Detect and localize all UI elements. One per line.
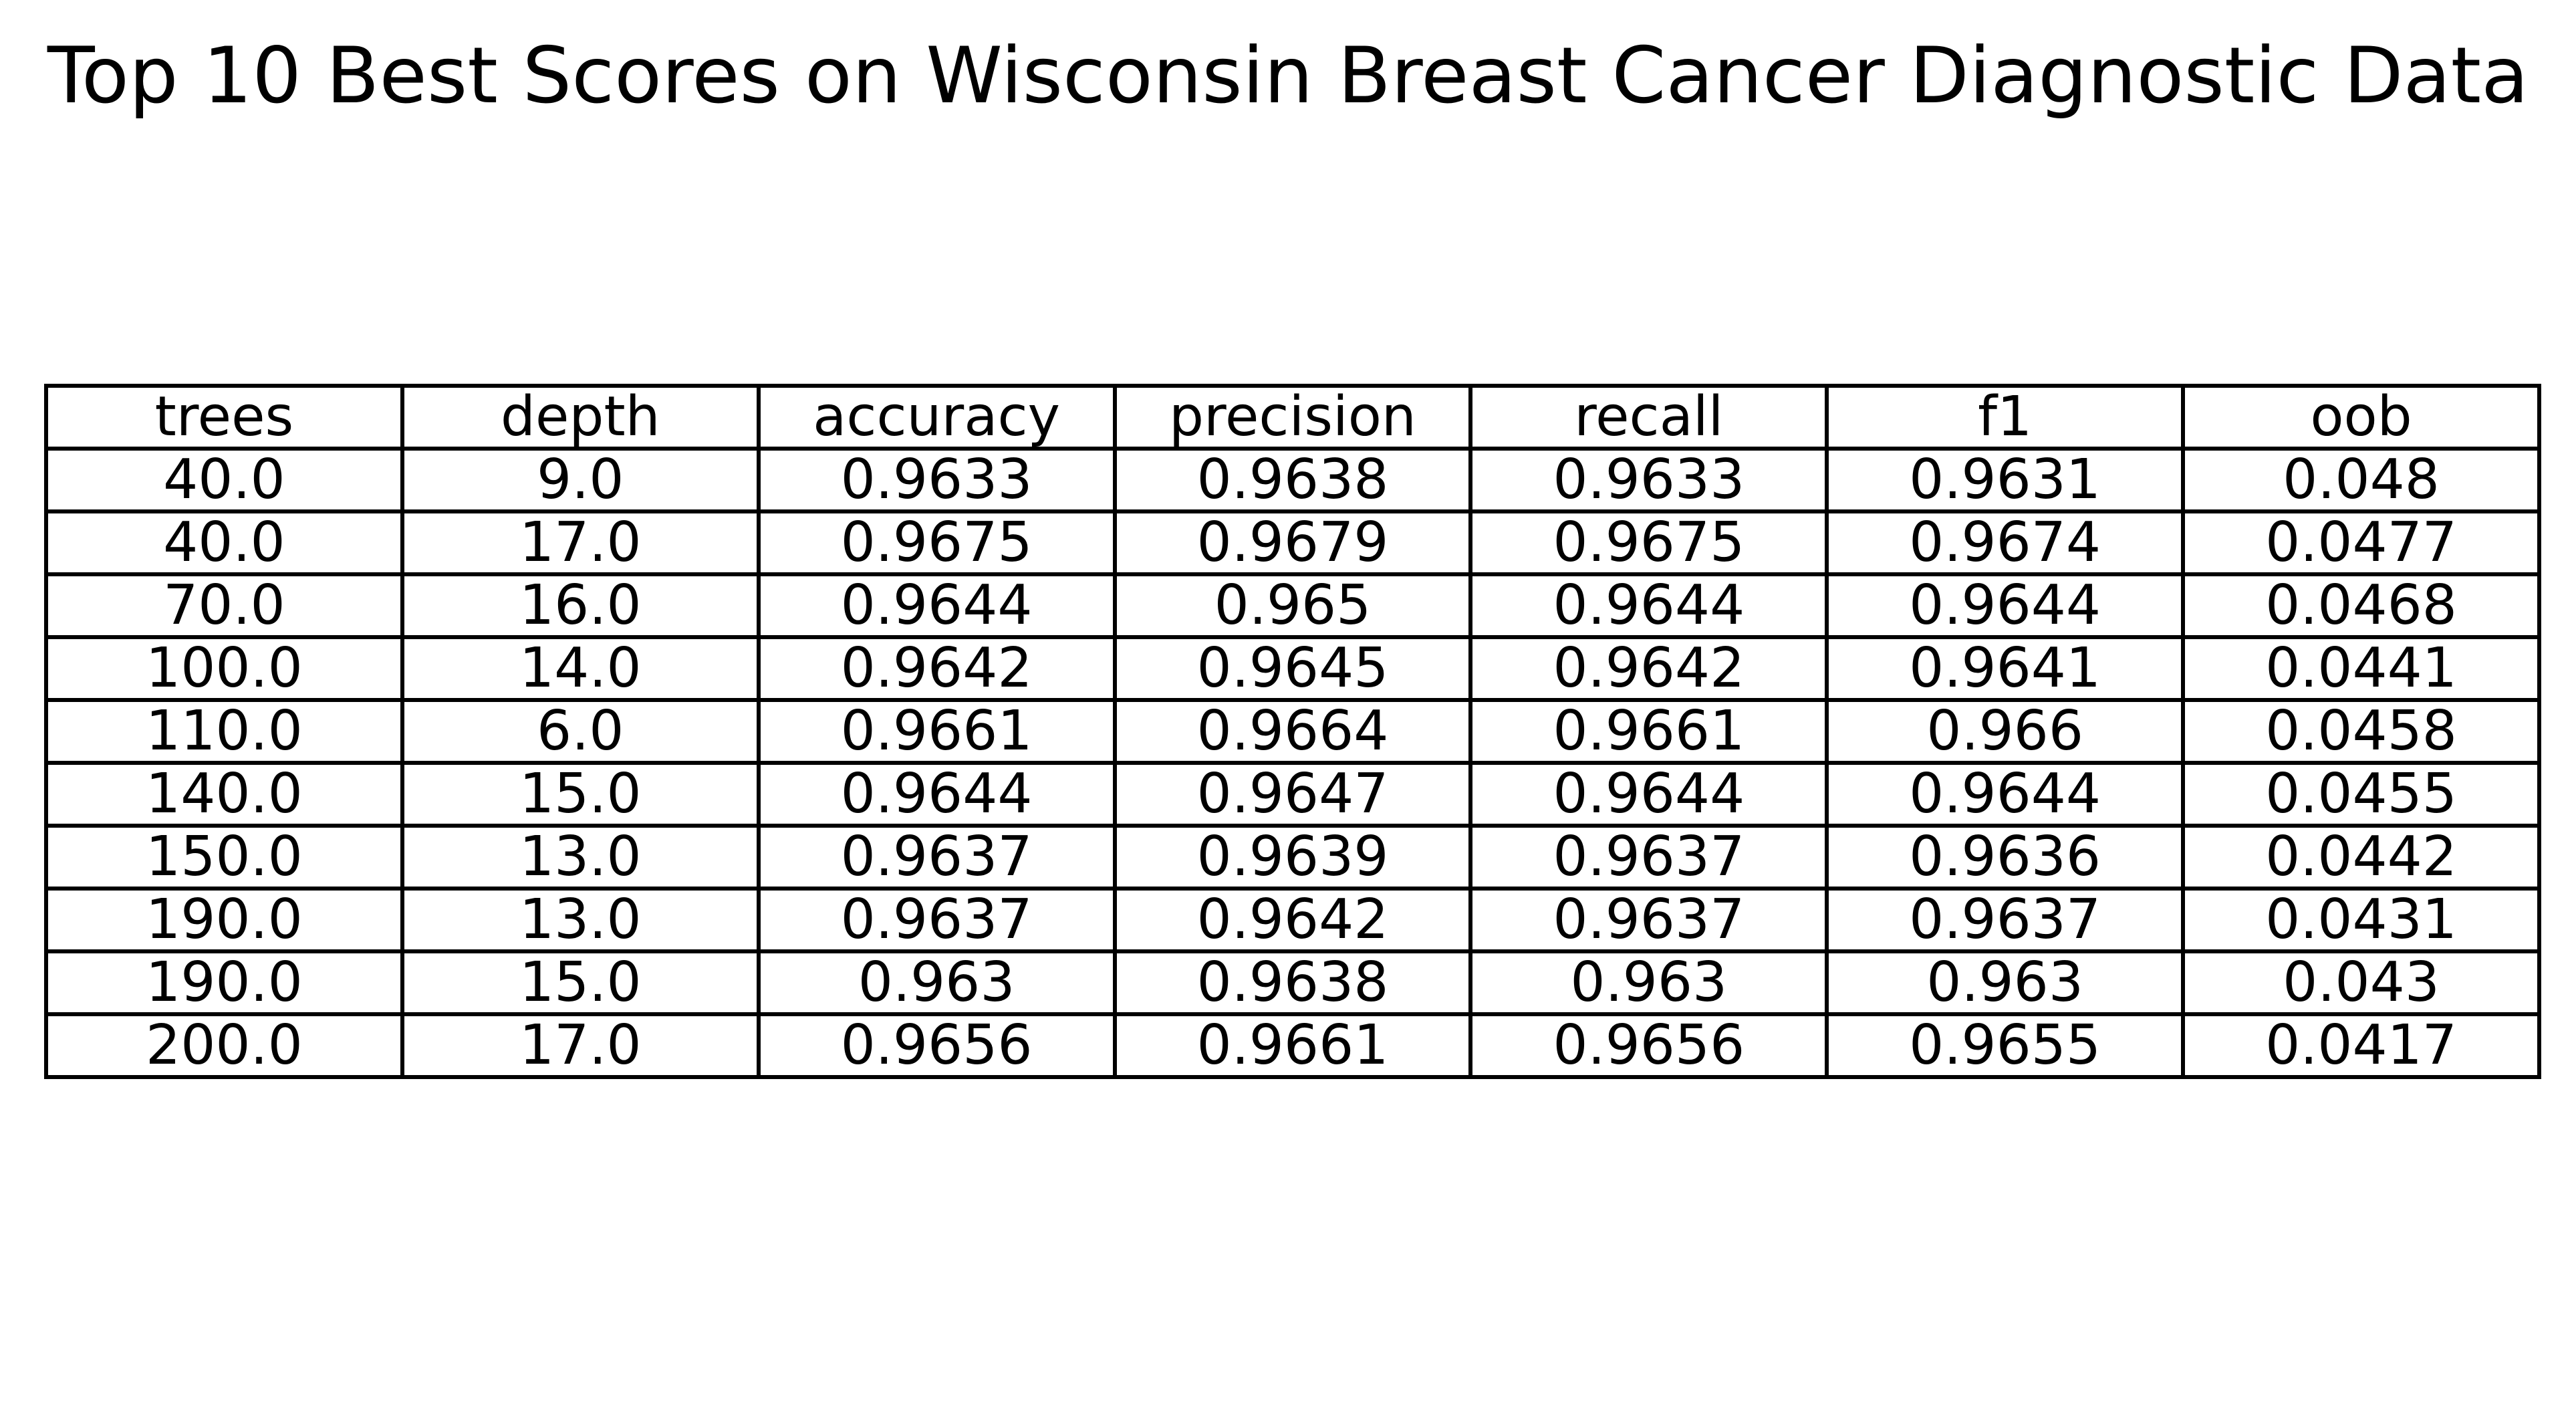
table-cell-precision: 0.9661	[1112, 1012, 1473, 1079]
table-row: 70.0 16.0 0.9644 0.965 0.9644 0.9644 0.0468	[44, 572, 2541, 639]
table-cell-depth: 14.0	[400, 635, 761, 702]
table-cell-accuracy: 0.963	[756, 949, 1117, 1016]
table-cell-depth: 17.0	[400, 509, 761, 576]
table-cell-oob: 0.043	[2181, 949, 2541, 1016]
column-header-precision: precision	[1112, 384, 1473, 451]
table-cell-oob: 0.0477	[2181, 509, 2541, 576]
table-cell-precision: 0.9647	[1112, 761, 1473, 828]
table-cell-precision: 0.9642	[1112, 887, 1473, 953]
table-cell-depth: 13.0	[400, 824, 761, 891]
table-cell-recall: 0.963	[1468, 949, 1829, 1016]
table-cell-recall: 0.9656	[1468, 1012, 1829, 1079]
table-cell-recall: 0.9675	[1468, 509, 1829, 576]
table-cell-oob: 0.0458	[2181, 698, 2541, 765]
table-row: 100.0 14.0 0.9642 0.9645 0.9642 0.9641 0.0441	[44, 635, 2541, 702]
table-cell-depth: 16.0	[400, 572, 761, 639]
table-cell-f1: 0.9631	[1825, 447, 2186, 513]
table-cell-precision: 0.9679	[1112, 509, 1473, 576]
table-cell-f1: 0.963	[1825, 949, 2186, 1016]
table-cell-accuracy: 0.9637	[756, 887, 1117, 953]
table-cell-precision: 0.9664	[1112, 698, 1473, 765]
table-cell-recall: 0.9633	[1468, 447, 1829, 513]
table-cell-depth: 17.0	[400, 1012, 761, 1079]
table-cell-accuracy: 0.9642	[756, 635, 1117, 702]
table-cell-accuracy: 0.9675	[756, 509, 1117, 576]
table-cell-precision: 0.9645	[1112, 635, 1473, 702]
table-header: trees depth accuracy precision recall f1 oob	[44, 384, 2541, 451]
table-cell-accuracy: 0.9637	[756, 824, 1117, 891]
table-row: 150.0 13.0 0.9637 0.9639 0.9637 0.9636 0.0442	[44, 824, 2541, 891]
table-cell-f1: 0.9636	[1825, 824, 2186, 891]
table-cell-trees: 40.0	[44, 509, 404, 576]
table-row: 190.0 15.0 0.963 0.9638 0.963 0.963 0.043	[44, 949, 2541, 1016]
table-cell-precision: 0.965	[1112, 572, 1473, 639]
table-cell-f1: 0.966	[1825, 698, 2186, 765]
table-cell-trees: 190.0	[44, 949, 404, 1016]
table-cell-trees: 40.0	[44, 447, 404, 513]
table-cell-recall: 0.9644	[1468, 761, 1829, 828]
table-cell-accuracy: 0.9644	[756, 761, 1117, 828]
table-cell-precision: 0.9639	[1112, 824, 1473, 891]
table-cell-f1: 0.9655	[1825, 1012, 2186, 1079]
table-cell-recall: 0.9637	[1468, 887, 1829, 953]
table-cell-accuracy: 0.9656	[756, 1012, 1117, 1079]
table-row: 40.0 9.0 0.9633 0.9638 0.9633 0.9631 0.048	[44, 447, 2541, 513]
table-cell-oob: 0.0441	[2181, 635, 2541, 702]
table-cell-accuracy: 0.9633	[756, 447, 1117, 513]
table-cell-oob: 0.048	[2181, 447, 2541, 513]
table-row: 190.0 13.0 0.9637 0.9642 0.9637 0.9637 0.0431	[44, 887, 2541, 953]
table-cell-recall: 0.9642	[1468, 635, 1829, 702]
table-cell-f1: 0.9641	[1825, 635, 2186, 702]
table-cell-depth: 13.0	[400, 887, 761, 953]
column-header-accuracy: accuracy	[756, 384, 1117, 451]
table-cell-accuracy: 0.9644	[756, 572, 1117, 639]
column-header-f1: f1	[1825, 384, 2186, 451]
table-cell-depth: 6.0	[400, 698, 761, 765]
table-cell-accuracy: 0.9661	[756, 698, 1117, 765]
table-cell-trees: 100.0	[44, 635, 404, 702]
table-row: 200.0 17.0 0.9656 0.9661 0.9656 0.9655 0.0417	[44, 1012, 2541, 1079]
table-row: 140.0 15.0 0.9644 0.9647 0.9644 0.9644 0.0455	[44, 761, 2541, 828]
column-header-depth: depth	[400, 384, 761, 451]
table-cell-f1: 0.9644	[1825, 572, 2186, 639]
table-cell-recall: 0.9637	[1468, 824, 1829, 891]
table-cell-trees: 200.0	[44, 1012, 404, 1079]
table-cell-oob: 0.0442	[2181, 824, 2541, 891]
table-cell-precision: 0.9638	[1112, 949, 1473, 1016]
table-cell-oob: 0.0468	[2181, 572, 2541, 639]
table-cell-oob: 0.0455	[2181, 761, 2541, 828]
table-body: 40.0 9.0 0.9633 0.9638 0.9633 0.9631 0.048 40.0…	[44, 447, 2541, 1079]
table-row: 110.0 6.0 0.9661 0.9664 0.9661 0.966 0.0458	[44, 698, 2541, 765]
chart-title: Top 10 Best Scores on Wisconsin Breast C…	[47, 31, 2529, 121]
column-header-recall: recall	[1468, 384, 1829, 451]
table-cell-trees: 140.0	[44, 761, 404, 828]
table-cell-trees: 70.0	[44, 572, 404, 639]
table-cell-trees: 150.0	[44, 824, 404, 891]
table-cell-depth: 9.0	[400, 447, 761, 513]
header-row: trees depth accuracy precision recall f1 oob	[44, 384, 2541, 451]
table-cell-trees: 190.0	[44, 887, 404, 953]
scores-table-container: trees depth accuracy precision recall f1 oob 4…	[44, 384, 2541, 1079]
table-cell-depth: 15.0	[400, 949, 761, 1016]
table-cell-recall: 0.9661	[1468, 698, 1829, 765]
table-cell-f1: 0.9674	[1825, 509, 2186, 576]
table-cell-f1: 0.9637	[1825, 887, 2186, 953]
table-cell-oob: 0.0431	[2181, 887, 2541, 953]
table-cell-recall: 0.9644	[1468, 572, 1829, 639]
table-cell-f1: 0.9644	[1825, 761, 2186, 828]
column-header-oob: oob	[2181, 384, 2541, 451]
table-cell-precision: 0.9638	[1112, 447, 1473, 513]
column-header-trees: trees	[44, 384, 404, 451]
scores-table: trees depth accuracy precision recall f1 oob 4…	[44, 384, 2541, 1079]
table-row: 40.0 17.0 0.9675 0.9679 0.9675 0.9674 0.0477	[44, 509, 2541, 576]
table-cell-trees: 110.0	[44, 698, 404, 765]
table-cell-depth: 15.0	[400, 761, 761, 828]
table-cell-oob: 0.0417	[2181, 1012, 2541, 1079]
